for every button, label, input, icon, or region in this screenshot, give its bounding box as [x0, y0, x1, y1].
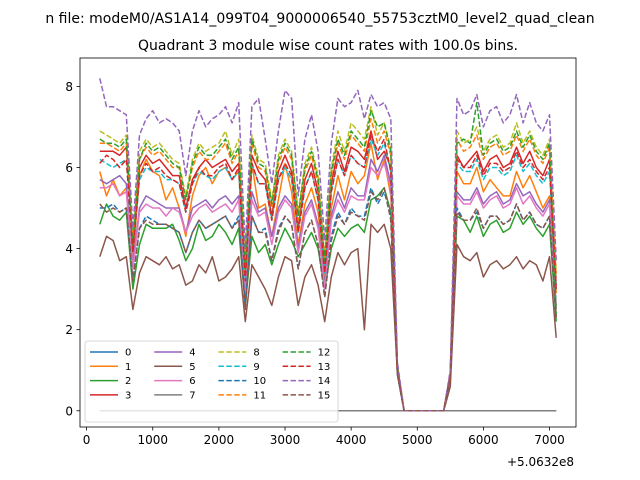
x-tick-label-0: 0 [83, 433, 91, 447]
x-tick-label-2000: 2000 [204, 433, 235, 447]
legend-label-2: 2 [125, 376, 131, 387]
x-tick-label-4000: 4000 [336, 433, 367, 447]
plot-area: 0 1000 2000 3000 4000 5000 6000 700002468012345… [65, 57, 577, 447]
legend-label-0: 0 [125, 348, 131, 359]
legend-box [84, 340, 339, 423]
figure-suptitle: n file: modeM0/AS1A14_099T04_9000006540_… [45, 11, 594, 27]
legend-label-6: 6 [189, 376, 195, 387]
legend-label-10: 10 [253, 376, 266, 387]
x-tick-label-1000: 1000 [137, 433, 168, 447]
series-line-5 [99, 223, 557, 412]
chart-title: Quadrant 3 module wise count rates with … [138, 38, 518, 54]
axes-frame [79, 57, 577, 428]
series-line-6 [99, 162, 557, 412]
legend-label-15: 15 [318, 390, 331, 401]
x-offset-label: +5.0632e8 [507, 455, 574, 469]
series-line-1 [99, 142, 557, 412]
series-line-14 [99, 78, 557, 412]
legend-label-8: 8 [253, 348, 259, 359]
y-tick-label-2: 2 [65, 323, 73, 337]
series-line-12 [99, 101, 557, 412]
legend-label-7: 7 [189, 390, 195, 401]
series-line-15 [99, 187, 557, 412]
legend-label-3: 3 [125, 390, 131, 401]
legend-label-9: 9 [253, 362, 259, 373]
x-tick-label-6000: 6000 [468, 433, 499, 447]
x-tick-label-5000: 5000 [402, 433, 433, 447]
y-tick-label-4: 4 [65, 242, 73, 256]
y-tick-label-6: 6 [65, 161, 73, 175]
legend-label-12: 12 [318, 348, 331, 359]
legend-label-13: 13 [318, 362, 331, 373]
x-tick-label-3000: 3000 [270, 433, 301, 447]
legend-label-1: 1 [125, 362, 131, 373]
legend-label-5: 5 [189, 362, 195, 373]
series-line-11 [99, 118, 557, 412]
legend-label-11: 11 [253, 390, 266, 401]
y-tick-label-8: 8 [65, 80, 73, 94]
x-tick-label-7000: 7000 [534, 433, 565, 447]
legend-label-4: 4 [189, 348, 195, 359]
legend-label-14: 14 [318, 376, 331, 387]
y-tick-label-0: 0 [65, 404, 73, 418]
series-line-13 [99, 134, 557, 412]
